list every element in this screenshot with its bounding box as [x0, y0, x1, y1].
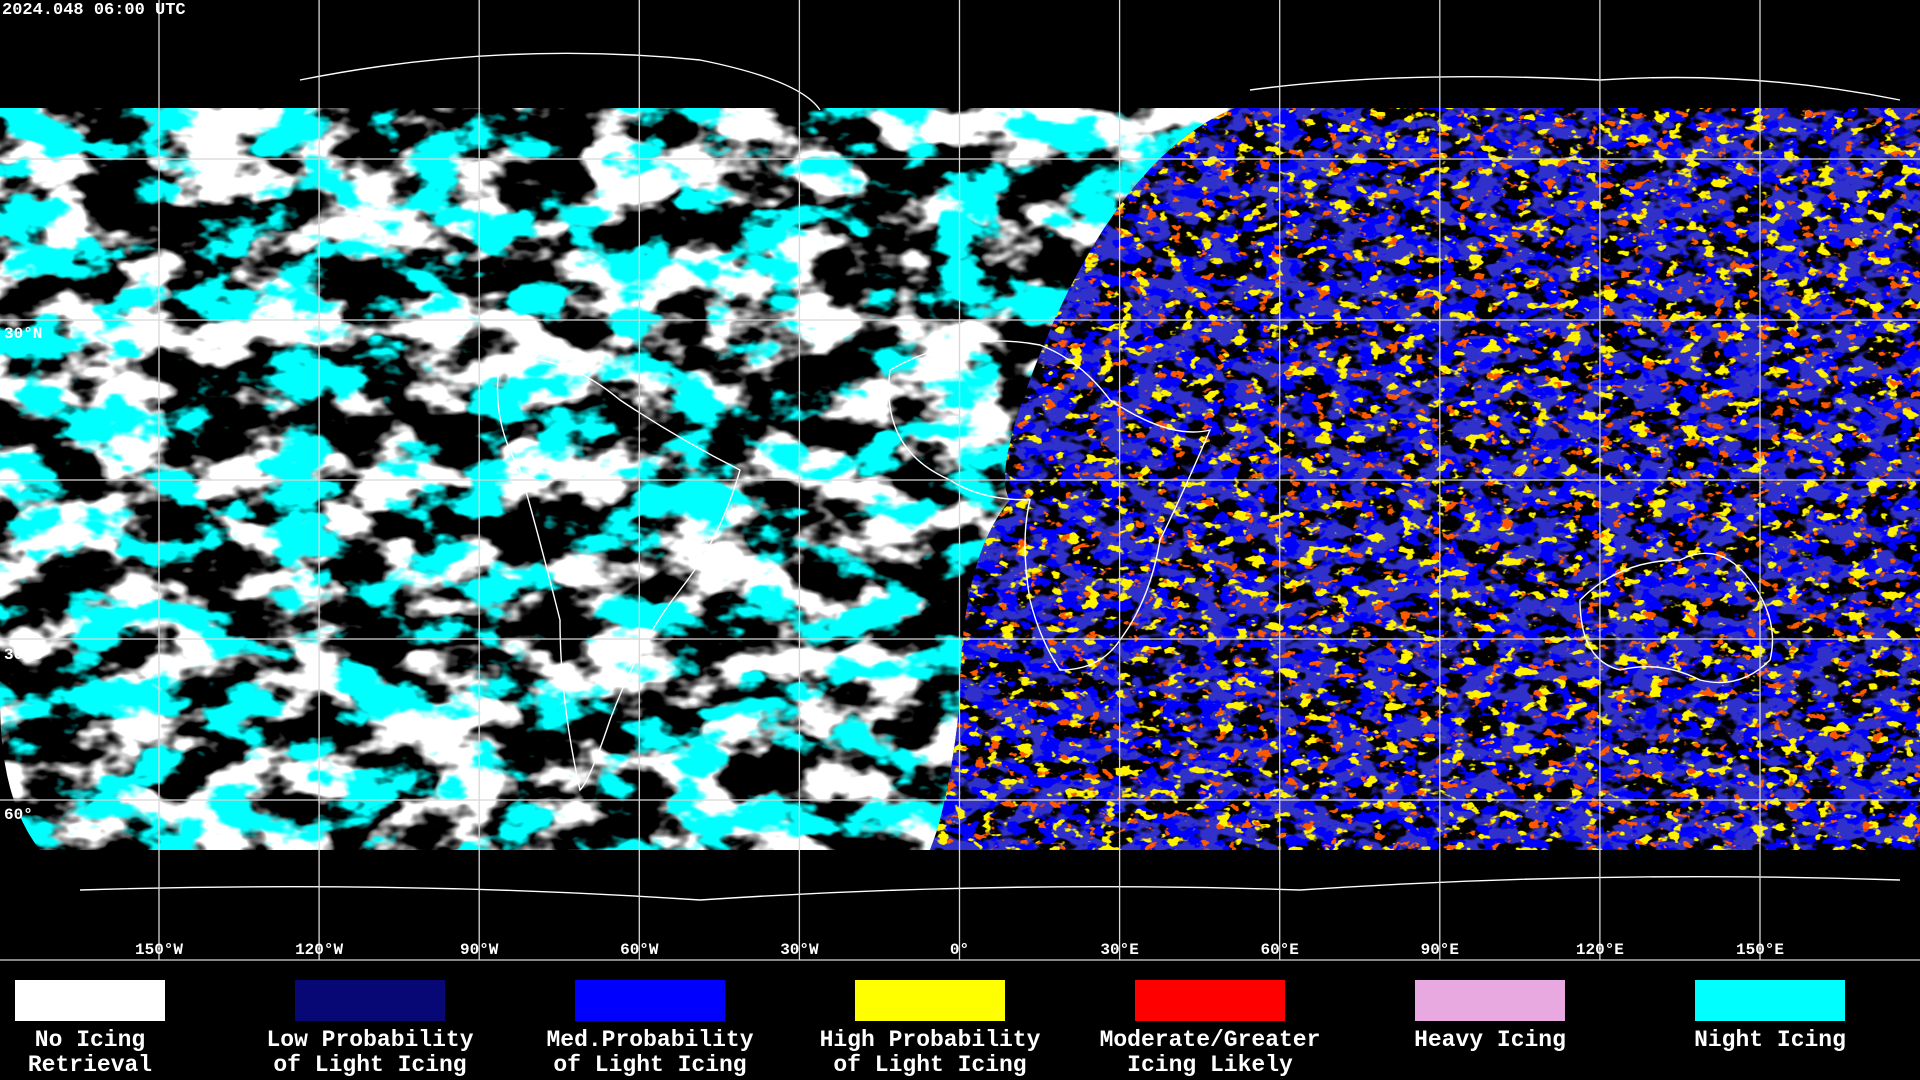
legend-swatch — [855, 980, 1005, 1021]
legend-label: Retrieval — [28, 1052, 152, 1078]
longitude-label: 150°W — [135, 941, 183, 959]
legend-label: Icing Likely — [1127, 1052, 1293, 1078]
legend-swatch — [15, 980, 165, 1021]
latitude-label: 60° — [4, 806, 33, 824]
longitude-label: 90°W — [460, 941, 499, 959]
legend-swatch — [295, 980, 445, 1021]
legend-swatch — [1695, 980, 1845, 1021]
timestamp: 2024.048 06:00 UTC — [2, 1, 186, 20]
coastline-australia — [1579, 552, 1774, 684]
legend-label: No Icing — [35, 1027, 145, 1053]
longitude-label: 60°W — [620, 941, 659, 959]
longitude-label: 90°E — [1421, 941, 1459, 959]
legend-label: Med.Probability — [546, 1027, 753, 1053]
longitude-label: 30°E — [1100, 941, 1138, 959]
legend-swatch — [575, 980, 725, 1021]
longitude-label: 30°W — [780, 941, 819, 959]
legend-label: Low Probability — [266, 1027, 473, 1053]
legend-label: of Light Icing — [273, 1052, 466, 1078]
legend-label: High Probability — [820, 1027, 1041, 1053]
graticule — [0, 0, 1920, 961]
longitude-label: 150°E — [1736, 941, 1784, 959]
longitude-label: 60°E — [1260, 941, 1298, 959]
legend-swatch — [1135, 980, 1285, 1021]
longitude-label: 120°W — [295, 941, 343, 959]
legend-label: of Light Icing — [553, 1052, 746, 1078]
latitude-label: 30°S — [4, 646, 43, 664]
legend-label: Moderate/Greater — [1100, 1027, 1321, 1053]
longitude-label: 0° — [950, 941, 969, 959]
latitude-label: 30°N — [4, 325, 42, 343]
coastline-africa — [888, 340, 1212, 671]
map: 2024.048 06:00 UTC 150°W 120°W 90°W 60°W 30°… — [0, 0, 1920, 961]
graticule-labels: 150°W 120°W 90°W 60°W 30°W 0° 30°E 60°E 90°E 120°… — [4, 325, 1784, 959]
legend-swatch — [1415, 980, 1565, 1021]
legend-label: of Light Icing — [833, 1052, 1026, 1078]
legend-label: Night Icing — [1694, 1027, 1846, 1053]
legend-label: Heavy Icing — [1414, 1027, 1566, 1053]
longitude-label: 120°E — [1576, 941, 1624, 959]
coastline-south-america — [496, 357, 741, 792]
